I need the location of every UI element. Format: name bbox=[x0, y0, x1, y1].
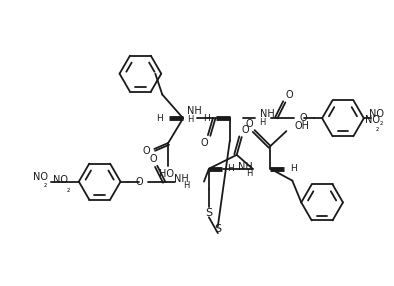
Text: NO: NO bbox=[365, 115, 380, 125]
Text: NO: NO bbox=[369, 109, 384, 119]
Text: NO: NO bbox=[33, 172, 48, 182]
Text: ₂: ₂ bbox=[380, 118, 383, 127]
Text: ₂: ₂ bbox=[67, 185, 70, 194]
Text: O: O bbox=[143, 146, 150, 156]
Text: O: O bbox=[246, 119, 253, 129]
Text: H: H bbox=[227, 164, 234, 173]
Text: O: O bbox=[242, 125, 249, 135]
Text: NO: NO bbox=[53, 175, 68, 185]
Text: NH: NH bbox=[187, 106, 202, 116]
Text: S: S bbox=[205, 208, 212, 218]
Text: H: H bbox=[246, 169, 253, 178]
Text: O: O bbox=[136, 177, 143, 187]
Text: ₂: ₂ bbox=[376, 124, 379, 133]
Text: O: O bbox=[286, 90, 293, 100]
Text: ₂: ₂ bbox=[44, 180, 47, 189]
Text: H: H bbox=[290, 164, 297, 173]
Text: H: H bbox=[183, 181, 189, 190]
Text: S: S bbox=[214, 224, 221, 234]
Text: H: H bbox=[203, 114, 210, 123]
Text: O: O bbox=[200, 138, 208, 148]
Text: O: O bbox=[299, 113, 307, 123]
Text: OH: OH bbox=[294, 121, 309, 131]
Text: NH: NH bbox=[260, 109, 274, 119]
Text: O: O bbox=[149, 154, 157, 164]
Text: H: H bbox=[156, 114, 163, 123]
Text: HO: HO bbox=[159, 169, 174, 179]
Text: H: H bbox=[187, 115, 193, 124]
Text: H: H bbox=[260, 118, 266, 127]
Text: NH: NH bbox=[174, 174, 189, 184]
Text: NH: NH bbox=[238, 162, 253, 172]
